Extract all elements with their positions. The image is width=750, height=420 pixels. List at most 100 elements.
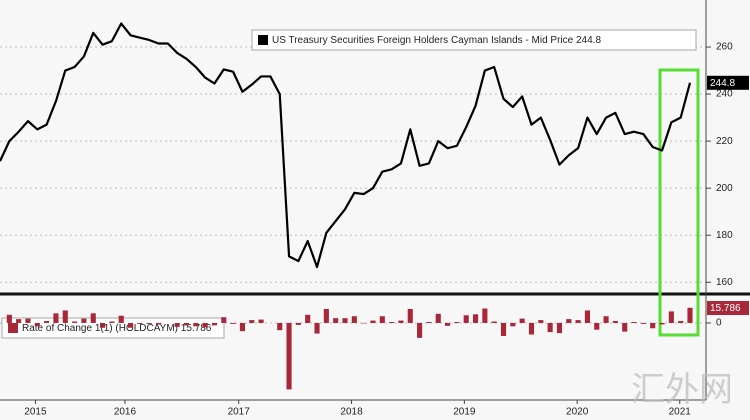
legend: US Treasury Securities Foreign Holders C… [251, 29, 697, 51]
y-tick-label: 0 [716, 318, 722, 329]
bar [594, 322, 600, 330]
y-tick-label: 160 [716, 277, 733, 288]
x-tick-label: 2018 [340, 407, 363, 418]
x-tick-label: 2017 [228, 407, 251, 418]
bar [100, 322, 106, 328]
bar [556, 322, 563, 334]
line [0, 22, 692, 269]
bar [34, 322, 40, 327]
bar [417, 322, 423, 338]
y-tick-label: 200 [716, 183, 733, 194]
bar [351, 316, 357, 323]
bar [510, 322, 516, 327]
bar [183, 322, 190, 326]
bar [398, 320, 404, 323]
legend: Rate of Change 1(1) (HOLDCAYM) 15.786 [1, 317, 225, 339]
bar [118, 315, 124, 323]
bar [687, 307, 693, 323]
bar [668, 311, 674, 323]
bar [109, 321, 115, 323]
y-tick-label: 180 [716, 230, 733, 241]
bar [650, 322, 656, 329]
bar [482, 308, 488, 323]
bar [640, 322, 646, 324]
bar [211, 322, 218, 326]
x-tick-label: 2021 [669, 407, 692, 418]
bar [323, 309, 329, 323]
bar [25, 318, 31, 323]
bar [472, 314, 479, 323]
bar [155, 322, 162, 325]
bar [603, 316, 609, 323]
bar [6, 314, 12, 323]
bar [500, 322, 507, 336]
bar [62, 310, 68, 323]
legend-label: Rate of Change 1(1) (HOLDCAYM) 15.786 [22, 323, 212, 334]
watermark: 汇外网 [631, 371, 733, 409]
bar [575, 320, 581, 323]
bar [426, 322, 432, 323]
bar [277, 322, 283, 331]
bar [286, 322, 292, 390]
bar [295, 322, 301, 325]
bar [678, 321, 684, 323]
last-value-tag [707, 301, 749, 315]
x-tick-label: 2015 [24, 407, 47, 418]
bar [519, 318, 525, 323]
bar [622, 322, 628, 332]
bar [435, 313, 441, 323]
legend-box [251, 29, 697, 51]
bar [174, 322, 180, 327]
bar [342, 318, 348, 323]
bar [528, 322, 535, 335]
legend-swatch [258, 35, 268, 45]
bar [314, 322, 320, 334]
bar [463, 315, 469, 323]
bar [370, 320, 376, 323]
bar [379, 316, 385, 323]
legend-label: US Treasury Securities Foreign Holders C… [272, 35, 601, 46]
y-tick-label: 240 [716, 89, 733, 100]
bar [659, 322, 665, 325]
bar [90, 313, 96, 323]
bar [491, 321, 497, 323]
bar [631, 322, 637, 323]
bar [305, 314, 311, 323]
bar [193, 322, 199, 327]
x-tick-label: 2019 [453, 407, 476, 418]
bar [445, 322, 451, 326]
bar [333, 318, 339, 323]
y-tick-label: 260 [716, 42, 733, 53]
bar [454, 322, 460, 323]
bar [584, 310, 590, 323]
bar [249, 320, 255, 323]
bar [389, 322, 395, 323]
bar [612, 321, 618, 323]
bar [538, 320, 544, 323]
bar [53, 313, 59, 323]
bar [547, 322, 553, 333]
bar [81, 318, 87, 323]
bar [230, 322, 236, 324]
bar [127, 322, 134, 328]
bar [16, 319, 22, 323]
bar [146, 322, 152, 324]
bar [566, 319, 572, 323]
highlight-box [658, 68, 700, 337]
last-value-tag [707, 75, 749, 90]
legend-swatch [8, 323, 18, 333]
bar [258, 319, 264, 323]
bar [239, 322, 245, 332]
bar [221, 317, 227, 323]
x-tick-label: 2020 [566, 407, 589, 418]
bar [137, 322, 143, 324]
bar [44, 321, 50, 323]
x-tick-label: 2016 [114, 407, 137, 418]
last-value-label: 244.8 [710, 78, 735, 89]
bar [202, 322, 208, 328]
bar [407, 309, 413, 323]
y-tick-label: 220 [716, 136, 733, 147]
last-value-label: 15.786 [710, 303, 741, 314]
